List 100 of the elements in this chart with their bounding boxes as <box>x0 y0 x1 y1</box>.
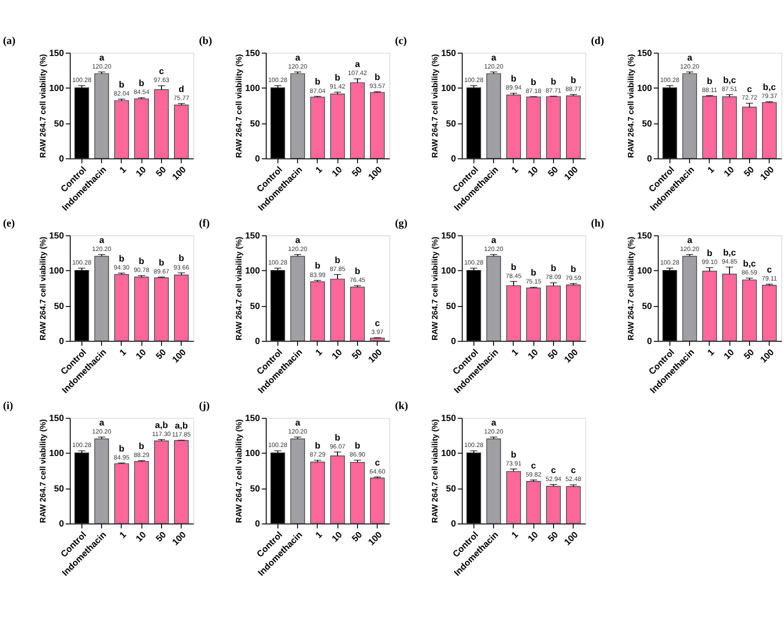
y-tick-label: 100 <box>245 83 260 94</box>
bar <box>682 256 698 342</box>
y-tick-label: 100 <box>441 83 456 94</box>
annotation: b <box>334 254 341 265</box>
annotation: c <box>766 264 772 275</box>
chart-title: (b) <box>198 34 212 47</box>
annotation: b <box>314 260 321 271</box>
x-tick-label: 100 <box>170 347 188 365</box>
x-tick-label: 50 <box>154 347 168 362</box>
chart-title: (e) <box>2 217 16 230</box>
annotation: b <box>118 80 125 90</box>
annotation: b <box>158 257 165 268</box>
annotation: a <box>99 234 106 245</box>
bar <box>526 96 541 159</box>
bar <box>114 100 129 159</box>
bar <box>546 486 561 524</box>
annotation: a <box>354 59 361 70</box>
y-axis-title: RAW 264.7 cell viability (%) <box>430 54 440 158</box>
bar <box>742 280 757 342</box>
y-tick-label: 100 <box>49 266 64 276</box>
annotation: b <box>138 256 145 266</box>
annotation: b <box>354 266 361 276</box>
annotation: b <box>118 443 125 454</box>
annotation: d <box>178 84 184 94</box>
y-tick-label: 50 <box>446 483 456 494</box>
y-tick-label: 50 <box>446 300 456 311</box>
annotation: b <box>118 253 125 264</box>
y-tick-label: 50 <box>250 483 260 494</box>
annotation: c <box>746 84 752 94</box>
bar <box>330 94 345 159</box>
y-axis-title: RAW 264.7 cell viability (%) <box>234 236 244 340</box>
annotation: b <box>314 440 321 451</box>
annotation: a,b <box>174 420 188 430</box>
x-tick-label: 1 <box>509 347 520 358</box>
x-tick-label: 100 <box>758 347 776 365</box>
annotation: a <box>99 52 106 62</box>
chart-title: (c) <box>394 34 408 47</box>
bar <box>682 73 698 159</box>
y-tick-label: 50 <box>446 118 456 128</box>
x-tick-label: 10 <box>134 347 148 362</box>
annotation: b <box>178 253 185 264</box>
annotation: b <box>706 76 713 86</box>
y-tick-label: 0 <box>255 153 260 164</box>
bar <box>114 274 129 342</box>
bar <box>702 96 717 159</box>
annotation: a <box>687 52 694 62</box>
bar <box>486 73 502 159</box>
x-tick-label: 50 <box>154 164 168 179</box>
annotation: b <box>510 262 517 272</box>
annotation: c <box>374 457 380 468</box>
annotation: a <box>99 417 106 428</box>
y-tick-label: 0 <box>255 336 260 346</box>
annotation: b <box>374 72 381 82</box>
y-tick-label: 100 <box>49 83 64 94</box>
y-axis-title: RAW 264.7 cell viability (%) <box>38 54 48 158</box>
chart-title: (a) <box>2 34 16 47</box>
bar <box>370 478 385 524</box>
chart-title: (f) <box>198 217 210 230</box>
bar <box>370 338 385 342</box>
y-tick-label: 50 <box>54 300 64 311</box>
x-tick-label: 100 <box>562 347 580 365</box>
annotation: b <box>530 268 537 278</box>
x-tick-label: 50 <box>350 347 364 362</box>
x-tick-label: 1 <box>117 530 128 540</box>
annotation: b <box>510 74 517 84</box>
annotation: b,c <box>723 247 736 258</box>
bar <box>94 73 110 159</box>
y-tick-label: 0 <box>451 336 456 346</box>
x-tick-label: 10 <box>134 164 148 179</box>
bar <box>702 270 717 342</box>
bar <box>134 460 149 524</box>
y-tick-label: 100 <box>49 448 64 458</box>
y-tick-label: 0 <box>647 336 652 346</box>
bar <box>526 288 541 342</box>
bar <box>114 463 129 524</box>
annotation: b <box>706 248 713 258</box>
bar <box>290 73 306 159</box>
x-tick-label: 10 <box>722 164 736 179</box>
y-tick-label: 150 <box>637 48 652 58</box>
x-tick-label: 100 <box>758 164 776 182</box>
bar <box>134 98 149 159</box>
bar <box>762 284 777 342</box>
x-tick-label: 1 <box>117 347 128 358</box>
bar <box>350 82 365 159</box>
x-tick-label: 50 <box>154 530 168 544</box>
bar <box>94 256 110 342</box>
y-tick-label: 0 <box>451 153 456 164</box>
y-tick-label: 100 <box>637 83 652 94</box>
bar <box>350 286 365 342</box>
bar <box>762 102 777 159</box>
bar <box>722 96 737 159</box>
bar <box>742 106 757 159</box>
bar <box>134 276 149 342</box>
y-tick-label: 0 <box>59 518 64 529</box>
annotation: b,c <box>762 82 776 92</box>
chart-title: (j) <box>198 400 210 412</box>
y-axis-title: RAW 264.7 cell viability (%) <box>38 236 48 340</box>
y-axis-title: RAW 264.7 cell viability (%) <box>626 54 636 158</box>
bar <box>566 486 581 524</box>
x-tick-label: 1 <box>313 164 324 176</box>
